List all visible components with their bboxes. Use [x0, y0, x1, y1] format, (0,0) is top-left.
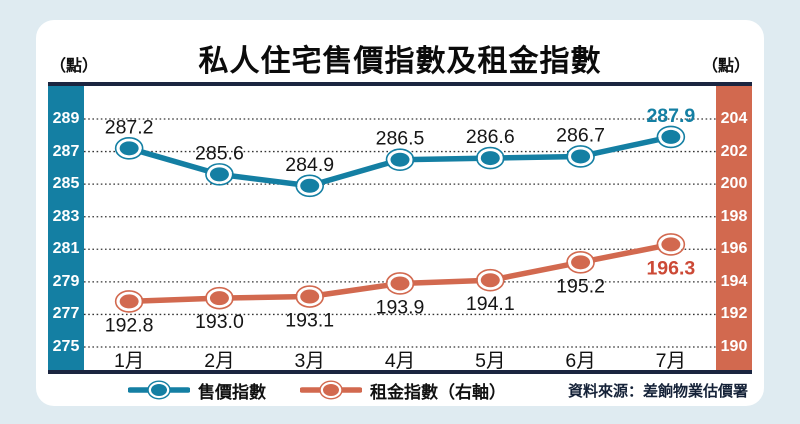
bottom-divider-line [48, 370, 752, 374]
left-axis-column: 289 287 285 283 281 279 277 275 [48, 86, 84, 370]
right-axis-tick-label: 194 [720, 272, 748, 290]
chart-header: （點） 私人住宅售價指數及租金指數 （點） [36, 20, 764, 82]
left-axis-tick-label: 279 [52, 272, 80, 290]
price-data-label: 287.2 [105, 116, 154, 138]
price-data-label: 287.9 [646, 105, 695, 127]
top-divider-line [48, 82, 752, 86]
rent-data-label: 193.9 [376, 296, 425, 318]
source-note: 資料來源：差餉物業估價署 [567, 382, 748, 400]
right-axis-unit-label: （點） [701, 58, 750, 75]
legend-item-rent-index: 租金指數（右軸） [300, 378, 506, 403]
price-data-label: 286.6 [466, 126, 515, 148]
x-axis-month-label: 7月 [656, 350, 686, 370]
x-axis-month-label: 1月 [114, 350, 144, 370]
right-axis-tick-label: 200 [720, 175, 748, 193]
left-axis-tick-label: 275 [52, 338, 80, 355]
right-axis-tick-label: 192 [720, 305, 748, 323]
rent-data-label: 193.0 [195, 311, 244, 333]
legend-label-rent-index: 租金指數（右軸） [370, 382, 506, 402]
x-axis-month-label: 2月 [204, 350, 234, 370]
left-axis-tick-label: 277 [52, 305, 80, 323]
price-data-label: 285.6 [195, 142, 244, 164]
x-axis-month-label: 3月 [295, 350, 325, 370]
left-axis-tick-label: 283 [52, 207, 80, 225]
left-axis-tick-label: 287 [52, 142, 80, 160]
right-axis-tick-label: 196 [720, 240, 748, 258]
right-axis-tick-label: 204 [720, 110, 748, 127]
plot-area: 287.2 285.6 284.9 286.5 286.6 286.7 287.9 192.8… [84, 105, 716, 370]
right-axis-tick-label: 202 [720, 142, 748, 160]
left-axis-tick-label: 285 [52, 175, 80, 193]
chart-card: （點） 私人住宅售價指數及租金指數 （點） 289 287 285 283 281 279… [36, 20, 764, 406]
rent-data-label: 196.3 [646, 257, 695, 279]
rent-line-series: 192.8 193.0 193.1 193.9 194.1 195.2 196.3 [105, 233, 695, 336]
rent-data-label: 193.1 [285, 310, 334, 332]
right-axis-column: 204 202 200 198 196 194 192 190 [716, 86, 752, 370]
price-data-label: 286.5 [376, 128, 425, 150]
left-axis-tick-label: 289 [52, 110, 80, 127]
chart-title: 私人住宅售價指數及租金指數 [198, 45, 602, 78]
x-axis-month-label: 5月 [475, 350, 505, 370]
price-line-swatch-icon [128, 380, 190, 400]
rent-data-label: 195.2 [556, 275, 605, 297]
rent-line-swatch-icon [300, 380, 362, 400]
price-line-series: 287.2 285.6 284.9 286.5 286.6 286.7 287.9 [105, 105, 695, 198]
rent-data-label: 192.8 [105, 314, 154, 336]
legend-label-price-index: 售價指數 [198, 382, 266, 402]
legend-item-price-index: 售價指數 [128, 378, 266, 403]
x-axis-month-label: 4月 [385, 350, 415, 370]
chart-area: 289 287 285 283 281 279 277 275 287.2 285.6 284.9… [36, 86, 764, 370]
price-data-label: 286.7 [556, 124, 605, 146]
right-axis-tick-label: 190 [720, 338, 748, 355]
left-axis-tick-label: 281 [52, 240, 80, 258]
month-labels: 1月 2月 3月 4月 5月 6月 7月 [114, 350, 686, 370]
legend: 售價指數 租金指數（右軸） 資料來源：差餉物業估價署 [36, 374, 764, 406]
price-data-label: 284.9 [285, 154, 334, 176]
rent-data-label: 194.1 [466, 293, 515, 315]
legend-line-sample-icon [128, 380, 190, 400]
x-axis-month-label: 6月 [565, 350, 595, 370]
legend-line-sample-icon [300, 380, 362, 400]
right-axis-tick-label: 198 [720, 207, 748, 225]
left-axis-unit-label: （點） [50, 58, 99, 75]
